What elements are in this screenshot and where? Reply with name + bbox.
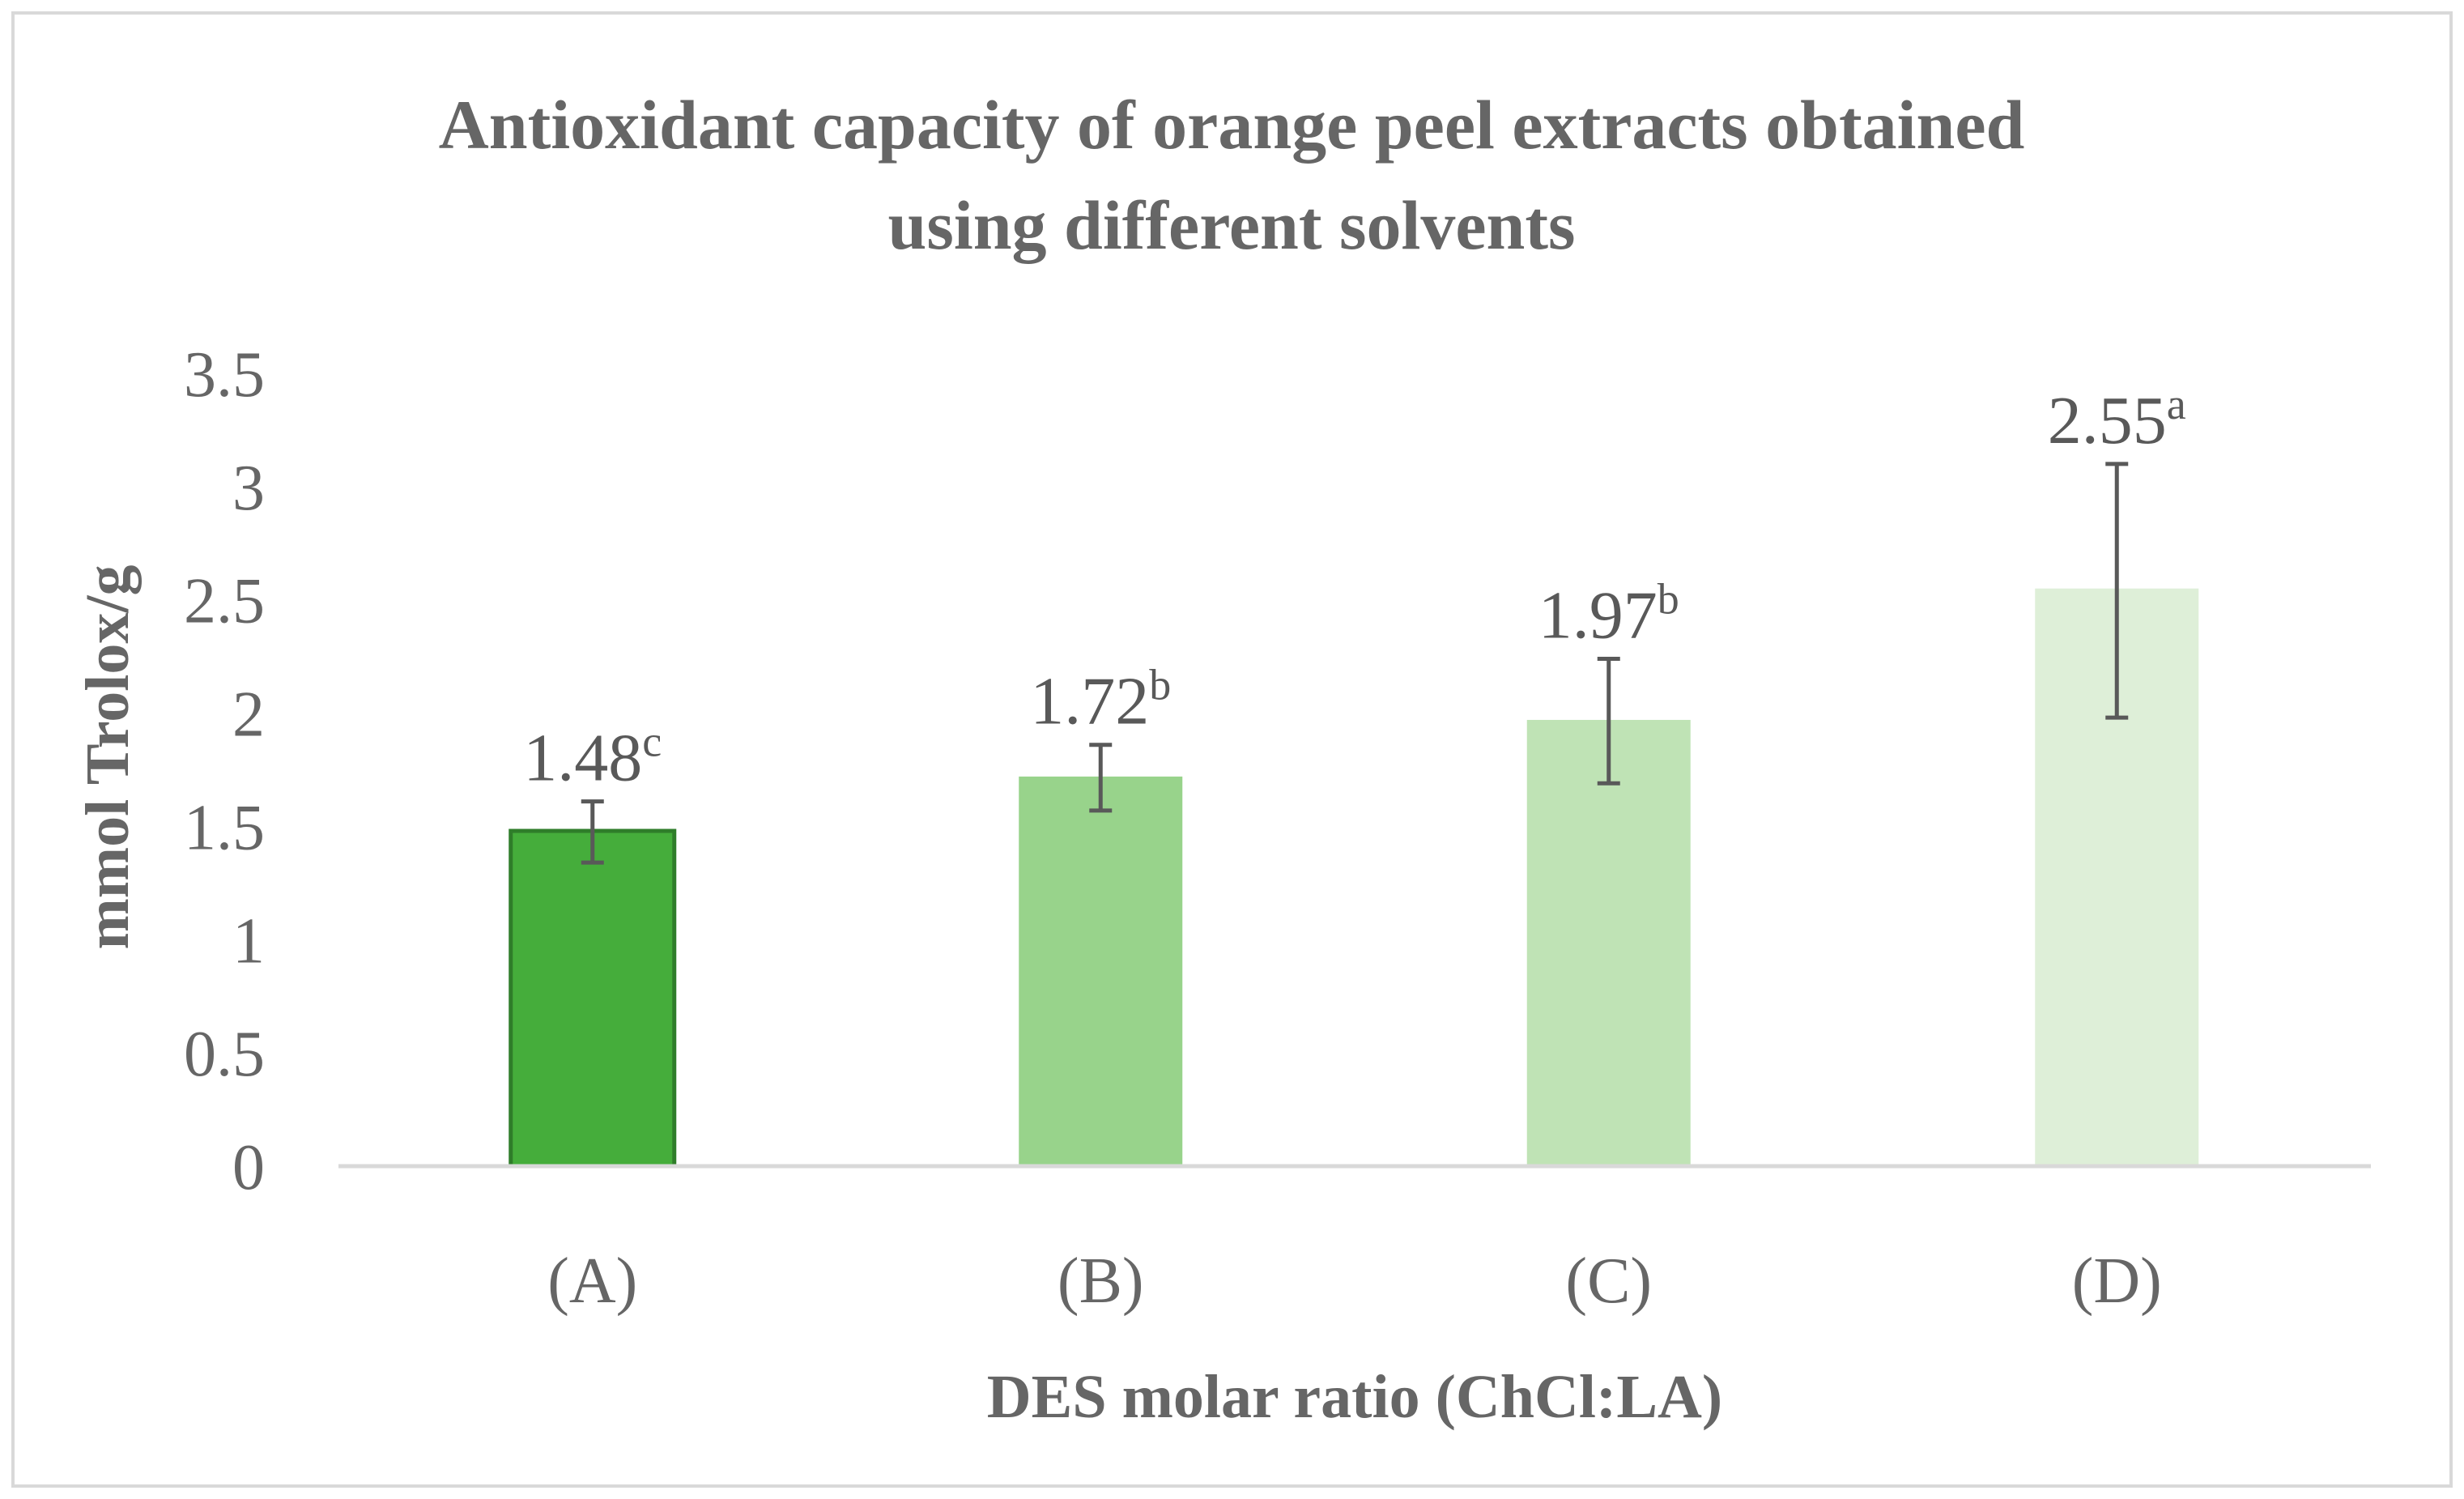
data-label-2: 1.97b: [1538, 574, 1679, 653]
data-label-letter-1: b: [1149, 661, 1171, 709]
data-label-letter-0: c: [642, 718, 662, 766]
error-bar-3: [2105, 462, 2129, 720]
chart-title-line-2: using different solvents: [888, 186, 1576, 264]
bar-2: [1526, 719, 1691, 1166]
data-label-0: 1.48c: [523, 718, 662, 796]
y-tick-label-2: 1: [232, 905, 265, 977]
data-label-value-0: 1.48: [523, 721, 642, 796]
y-tick-label-4: 2: [232, 679, 265, 751]
x-tick-label-2: (C): [1565, 1246, 1652, 1317]
y-tick-label-3: 1.5: [184, 792, 265, 863]
y-axis-tick-labels: 0 0.5 1 1.5 2 2.5 3 3.5: [184, 339, 265, 1203]
chart-title-line-1: Antioxidant capacity of orange peel extr…: [439, 86, 2025, 164]
x-tick-label-1: (B): [1058, 1246, 1144, 1317]
bar-0: [509, 828, 677, 1169]
data-label-letter-2: b: [1658, 574, 1679, 623]
y-axis-title: mmol Trolox/g: [74, 565, 142, 950]
data-label-value-1: 1.72: [1030, 664, 1149, 739]
data-label-value-3: 2.55: [2048, 383, 2167, 458]
error-bar-0: [581, 799, 604, 865]
bar-1: [1019, 776, 1183, 1166]
error-bars-group: [581, 462, 2129, 865]
x-axis-tick-labels: (A) (B) (C) (D): [547, 1246, 2162, 1317]
data-label-3: 2.55a: [2048, 380, 2186, 458]
y-tick-label-6: 3: [232, 453, 265, 524]
error-bar-2: [1597, 656, 1620, 786]
data-label-letter-3: a: [2167, 380, 2186, 428]
data-label-1: 1.72b: [1030, 661, 1171, 739]
y-tick-label-7: 3.5: [184, 339, 265, 411]
y-tick-label-0: 0: [232, 1132, 265, 1203]
y-tick-label-5: 2.5: [184, 566, 265, 637]
x-axis-title: DES molar ratio (ChCl:LA): [987, 1363, 1722, 1431]
x-tick-label-3: (D): [2072, 1246, 2162, 1317]
error-bar-1: [1089, 743, 1113, 813]
x-tick-label-0: (A): [547, 1246, 637, 1317]
y-tick-label-1: 0.5: [184, 1019, 265, 1090]
data-label-value-2: 1.97: [1538, 577, 1658, 653]
bars-group: [509, 588, 2199, 1169]
